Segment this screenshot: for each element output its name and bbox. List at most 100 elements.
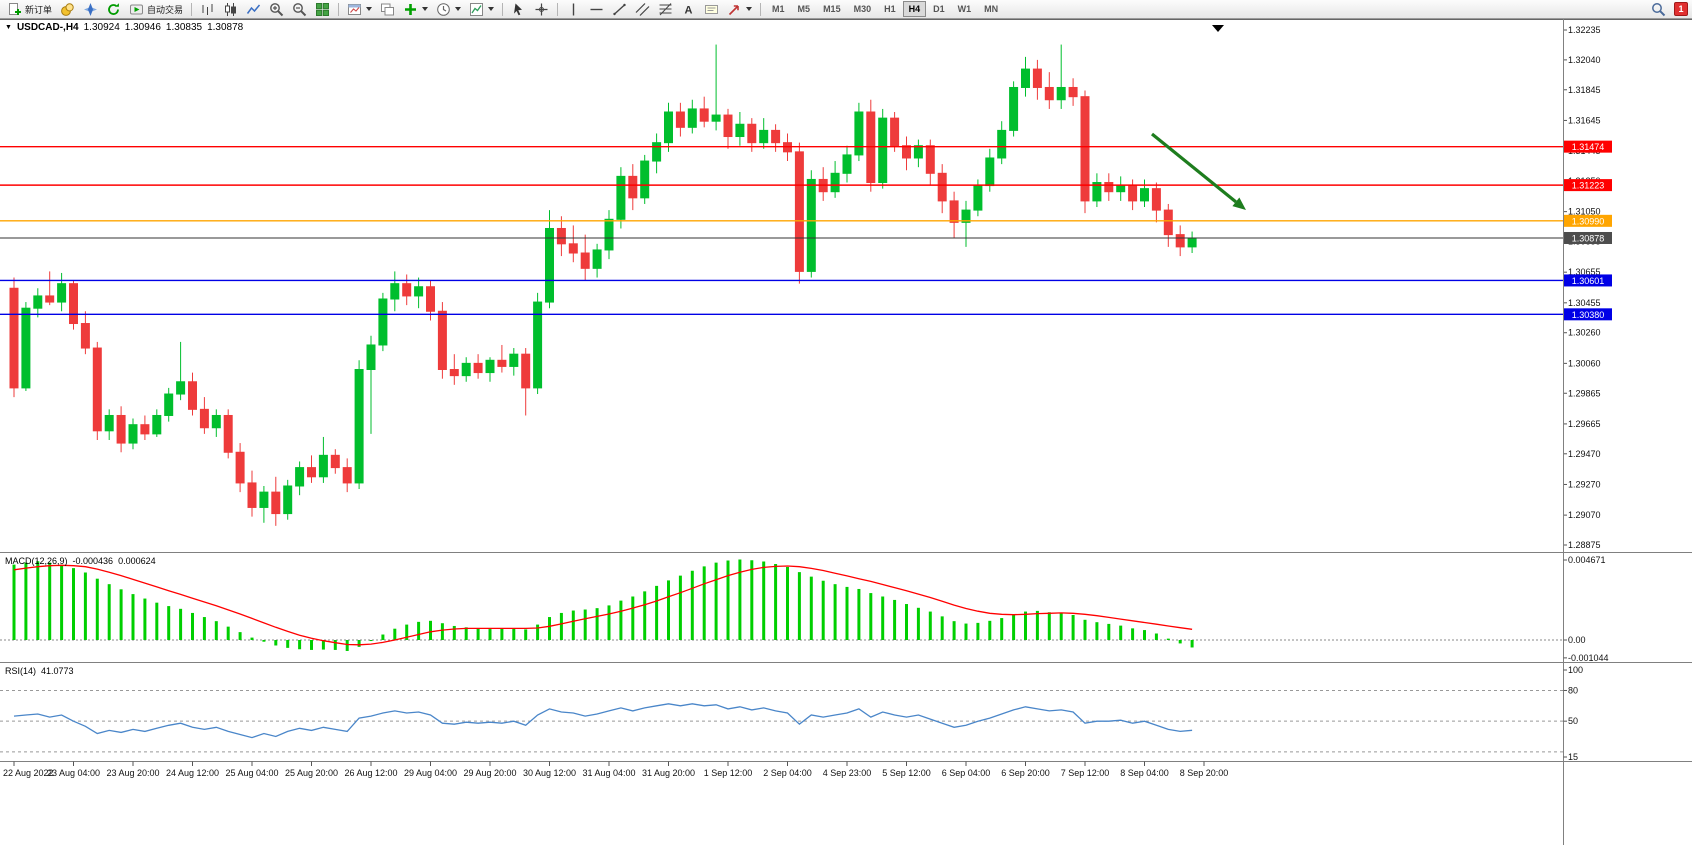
level-price-tag-label: 1.31223 — [1572, 181, 1605, 191]
periods-button[interactable] — [433, 0, 464, 18]
level-price-tag-label: 1.30601 — [1572, 276, 1605, 286]
vertical-line-tool-button[interactable] — [563, 0, 584, 18]
candle-up — [652, 142, 662, 162]
candle-down — [1068, 86, 1078, 98]
price-tick-label: 1.32040 — [1568, 55, 1601, 65]
level-price-tag — [1564, 308, 1612, 321]
candle-up — [1092, 182, 1102, 202]
candle-down — [188, 381, 197, 410]
ohlc-high: 1.30946 — [124, 22, 161, 33]
line-chart-icon — [246, 4, 261, 14]
candle-down — [1128, 185, 1138, 202]
notification-badge[interactable]: 1 — [1674, 2, 1688, 16]
price-tick-label: 1.28875 — [1568, 540, 1601, 550]
text-tool-button[interactable]: A — [678, 0, 699, 18]
chart-shift-marker-icon[interactable] — [1212, 25, 1224, 32]
text-label-tool-button[interactable] — [701, 0, 722, 18]
candle-up — [378, 298, 388, 346]
candle-up — [640, 160, 650, 199]
candle-down — [271, 491, 281, 515]
candle-up — [152, 414, 162, 435]
candle-down — [521, 353, 531, 389]
timeframe-button-d1[interactable]: D1 — [927, 1, 951, 17]
time-tick-label: 1 Sep 12:00 — [704, 768, 753, 778]
chart-expand-caret-icon[interactable]: ▼ — [5, 24, 12, 31]
time-tick-label: 31 Aug 20:00 — [642, 768, 695, 778]
toolbar-separator — [557, 2, 559, 16]
navigator-button[interactable] — [80, 0, 101, 18]
dropdown-caret-icon — [455, 7, 462, 11]
timeframe-toolbar: M1 M5 M15 M30 H1 H4 D1 W1 MN — [766, 1, 1004, 17]
time-tick-label: 8 Sep 04:00 — [1120, 768, 1169, 778]
templates-button[interactable] — [466, 0, 497, 18]
candle-down — [902, 145, 911, 159]
candlestick-chart-button[interactable] — [220, 0, 241, 18]
channel-tool-button[interactable] — [632, 0, 653, 18]
toolbar-right-group: 1 — [1648, 0, 1688, 18]
new-chart-button[interactable] — [344, 0, 375, 18]
zoom-out-button[interactable] — [289, 0, 310, 18]
window-layout-button[interactable] — [377, 0, 398, 18]
price-tick-label: 1.30655 — [1568, 267, 1601, 277]
trendline-tool-button[interactable] — [609, 0, 630, 18]
text-label-icon — [705, 4, 719, 14]
zoom-out-icon — [293, 2, 307, 16]
bid-price-tag — [1564, 231, 1612, 244]
timeframe-button-mn[interactable]: MN — [978, 1, 1004, 17]
refresh-button[interactable] — [103, 0, 124, 18]
bar-chart-button[interactable] — [197, 0, 218, 18]
search-button[interactable] — [1648, 0, 1669, 18]
timeframe-button-h4[interactable]: H4 — [902, 1, 927, 17]
timeframe-button-m15[interactable]: M15 — [817, 1, 847, 17]
timeframe-button-w1[interactable]: W1 — [952, 1, 978, 17]
time-tick-label: 31 Aug 04:00 — [582, 768, 635, 778]
timeframe-button-m5[interactable]: M5 — [792, 1, 817, 17]
candle-down — [1104, 182, 1114, 193]
time-tick-label: 29 Aug 04:00 — [404, 768, 457, 778]
level-price-tag — [1564, 274, 1612, 287]
candle-down — [699, 108, 709, 122]
timeframe-button-m1[interactable]: M1 — [766, 1, 791, 17]
candle-up — [485, 359, 495, 374]
crosshair-button[interactable] — [531, 0, 552, 18]
vertical-line-icon — [572, 3, 575, 15]
rsi-line — [13, 703, 1193, 739]
new-order-button[interactable]: 新订单 — [4, 0, 55, 18]
price-tick-label: 1.30060 — [1568, 358, 1601, 368]
candle-up — [533, 301, 543, 389]
chart-canvas[interactable]: 1.322351.320401.318451.316451.314451.312… — [0, 19, 1692, 845]
arrow-annotation-head[interactable] — [1232, 197, 1246, 210]
add-indicator-button[interactable] — [400, 0, 431, 18]
price-axis[interactable]: 1.322351.320401.318451.316451.314451.312… — [1563, 25, 1601, 550]
candle-up — [985, 157, 995, 187]
tile-windows-button[interactable] — [312, 0, 333, 18]
timeframe-button-m30[interactable]: M30 — [848, 1, 878, 17]
level-price-tag-label: 1.30990 — [1572, 216, 1605, 226]
arrow-annotation[interactable] — [1150, 132, 1237, 204]
level-price-tag-label: 1.31474 — [1572, 142, 1605, 152]
candle-up — [1056, 86, 1066, 101]
cursor-button[interactable] — [508, 0, 529, 18]
rsi-tick-label: 100 — [1568, 665, 1583, 675]
candle-down — [449, 369, 459, 377]
time-tick-label: 6 Sep 20:00 — [1001, 768, 1050, 778]
fibonacci-tool-button[interactable] — [655, 0, 676, 18]
horizontal-line-tool-button[interactable] — [586, 0, 607, 18]
candle-up — [128, 424, 138, 444]
zoom-in-button[interactable] — [266, 0, 287, 18]
time-tick-label: 2 Sep 04:00 — [763, 768, 812, 778]
candle-up — [318, 454, 328, 478]
add-indicator-icon — [405, 3, 417, 15]
symbols-button[interactable] — [57, 0, 78, 18]
toolbar-separator — [502, 2, 504, 16]
candle-up — [390, 283, 400, 300]
refresh-icon — [108, 2, 119, 15]
autotrading-label: 自动交易 — [147, 4, 184, 15]
candle-down — [771, 129, 781, 144]
line-chart-button[interactable] — [243, 0, 264, 18]
arrows-tool-button[interactable] — [724, 0, 755, 18]
candle-up — [461, 362, 471, 377]
timeframe-button-h1[interactable]: H1 — [878, 1, 902, 17]
autotrading-button[interactable]: 自动交易 — [126, 0, 186, 18]
